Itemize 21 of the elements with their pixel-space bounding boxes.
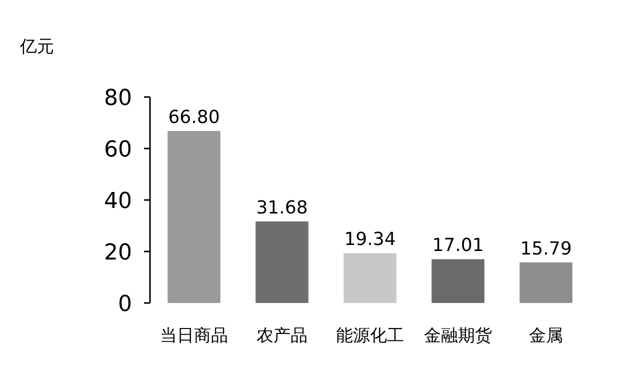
bar <box>432 259 484 303</box>
x-tick-label: 当日商品 <box>160 326 228 346</box>
data-label: 19.34 <box>344 229 396 250</box>
x-tick-label: 金属 <box>529 326 563 346</box>
x-tick-label: 能源化工 <box>336 326 404 346</box>
data-label: 66.80 <box>168 106 220 128</box>
bar <box>520 262 572 303</box>
y-tick-label: 0 <box>118 292 132 317</box>
bar <box>168 130 220 303</box>
y-tick-label: 40 <box>104 189 132 214</box>
y-tick-label: 60 <box>104 138 132 162</box>
bar <box>256 221 308 303</box>
x-tick-label: 农产品 <box>256 326 308 346</box>
y-axis-title: 亿元 <box>19 37 54 57</box>
data-label: 31.68 <box>256 197 308 218</box>
bar <box>344 253 396 303</box>
y-tick-label: 80 <box>104 86 132 111</box>
data-label: 15.79 <box>520 238 572 260</box>
data-label: 17.01 <box>432 235 484 256</box>
y-tick-label: 20 <box>104 240 132 266</box>
x-tick-label: 金融期货 <box>424 326 492 346</box>
